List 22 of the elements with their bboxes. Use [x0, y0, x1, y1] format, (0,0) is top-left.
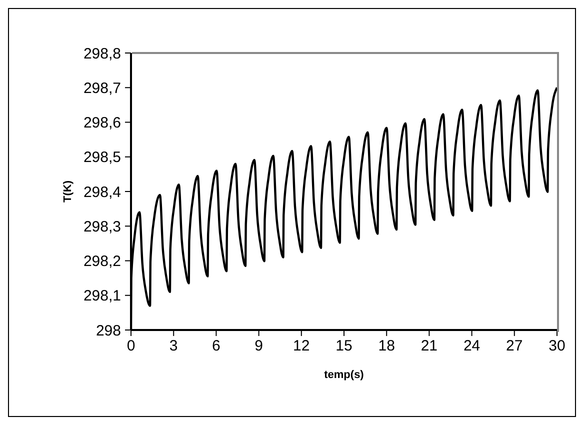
x-tick-label: 9: [254, 338, 263, 355]
x-tick-label: 0: [126, 338, 136, 355]
y-tick-label: 298,8: [83, 45, 121, 62]
y-tick-label: 298: [96, 322, 121, 340]
x-tick-label: 12: [293, 338, 310, 355]
x-tick-label: 30: [548, 338, 566, 355]
x-tick-label: 6: [212, 338, 220, 355]
x-tick-label: 15: [336, 338, 352, 355]
x-tick-label: 18: [378, 338, 395, 355]
y-tick-label: 298,2: [83, 253, 121, 270]
y-tick-label: 298,5: [83, 149, 121, 166]
y-tick-label: 298,1: [83, 288, 121, 305]
x-tick-label: 3: [169, 338, 178, 355]
x-axis-title: temp(s): [324, 369, 364, 381]
y-tick-label: 298,6: [83, 114, 121, 132]
x-tick-label: 24: [463, 338, 480, 355]
y-axis-title: T(K): [62, 180, 74, 202]
x-tick-label: 27: [506, 338, 523, 355]
y-tick-label: 298,7: [83, 80, 121, 97]
y-tick-label: 298,3: [83, 218, 121, 236]
y-tick-label: 298,4: [83, 184, 121, 201]
x-tick-label: 21: [420, 338, 438, 355]
